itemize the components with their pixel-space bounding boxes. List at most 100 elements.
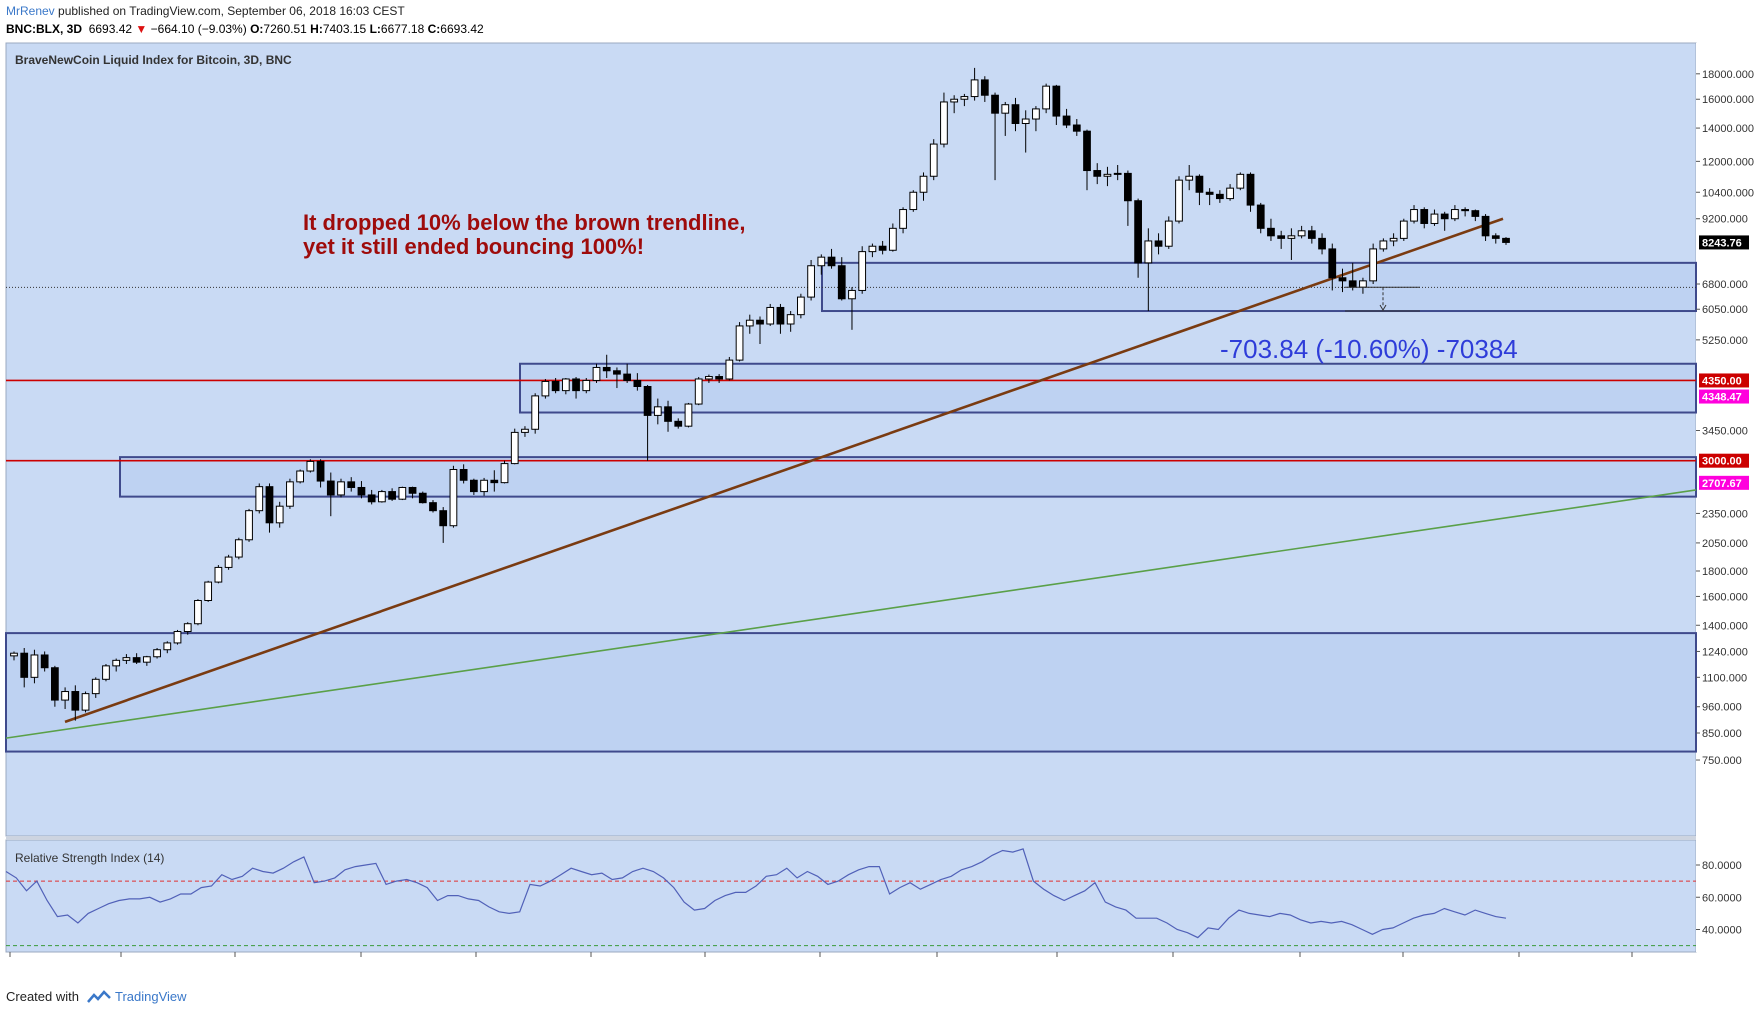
candle[interactable] [122,654,131,665]
candle[interactable] [827,248,836,269]
candle[interactable] [858,246,867,294]
candle[interactable] [388,488,396,501]
candle[interactable] [837,257,846,301]
candle[interactable] [1154,233,1163,255]
candle[interactable] [286,478,294,509]
candle[interactable] [541,378,550,399]
candle[interactable] [1001,101,1010,136]
candle[interactable] [551,377,560,394]
candle[interactable] [20,648,29,688]
candle[interactable] [1175,176,1183,224]
candle[interactable] [1420,207,1429,229]
candle[interactable] [173,629,182,645]
candle[interactable] [439,507,448,543]
candle[interactable] [1215,190,1224,203]
candle[interactable] [429,500,437,513]
candle[interactable] [398,486,407,501]
candle[interactable] [950,95,959,114]
candle[interactable] [1072,119,1081,136]
candle[interactable] [1389,233,1398,247]
candle[interactable] [1093,163,1102,185]
candle[interactable] [142,655,151,666]
candle[interactable] [480,477,488,496]
candle[interactable] [1307,225,1316,244]
candle[interactable] [1144,228,1153,312]
candle[interactable] [572,377,580,399]
candle[interactable] [1338,268,1347,293]
candle[interactable] [1471,209,1480,222]
candle[interactable] [326,472,335,517]
candle[interactable] [163,641,172,654]
candle[interactable] [1164,216,1173,249]
candle[interactable] [653,398,662,425]
green-trendline[interactable] [5,489,1697,739]
candle[interactable] [1042,83,1051,114]
candle[interactable] [183,622,192,635]
candle[interactable] [1021,110,1030,153]
candle[interactable] [1277,230,1286,249]
candle[interactable] [1124,170,1132,226]
candle[interactable] [347,477,356,492]
candle[interactable] [786,311,795,332]
candle[interactable] [1440,211,1449,231]
candle[interactable] [408,486,417,499]
candle[interactable] [91,677,100,698]
candle[interactable] [132,653,141,665]
candle[interactable] [674,418,683,429]
candle[interactable] [735,322,744,362]
candle[interactable] [469,478,478,495]
candle[interactable] [899,207,907,234]
candle[interactable] [776,303,785,334]
candle[interactable] [1011,97,1020,132]
candle[interactable] [316,459,325,488]
candle[interactable] [848,287,856,330]
candle[interactable] [255,483,264,514]
candle[interactable] [1379,238,1388,252]
rsi-line[interactable] [5,848,1507,939]
candle[interactable] [10,651,18,661]
candle[interactable] [521,426,529,437]
candle[interactable] [1267,218,1275,241]
candle[interactable] [1256,202,1265,234]
candle[interactable] [153,648,161,659]
candle[interactable] [1052,84,1061,126]
candle[interactable] [1481,214,1490,241]
candle[interactable] [459,464,468,484]
candle[interactable] [613,367,621,389]
candle[interactable] [582,377,591,394]
candle[interactable] [929,139,938,181]
candle[interactable] [265,483,274,533]
candle[interactable] [807,259,815,301]
candle[interactable] [81,691,90,713]
candle[interactable] [766,303,775,326]
candle[interactable] [1205,188,1214,206]
candle[interactable] [30,649,39,684]
candle[interactable] [919,172,928,201]
candle[interactable] [664,400,672,432]
candle[interactable] [418,491,427,504]
price-chart[interactable]: 750.000 850.000 960.000 1100.000 1240.000 140… [0,0,1758,960]
candle[interactable] [1083,129,1091,191]
candle[interactable] [1328,243,1337,291]
candle[interactable] [623,363,632,383]
candle[interactable] [561,377,570,395]
candle[interactable] [275,501,284,528]
candle[interactable] [643,384,652,461]
candle[interactable] [500,460,509,484]
candle[interactable] [1032,106,1040,132]
candle[interactable] [1113,164,1122,181]
candle[interactable] [1062,108,1071,129]
candle[interactable] [1410,205,1418,224]
candle[interactable] [970,67,979,101]
candle[interactable] [694,377,703,406]
candle[interactable] [102,664,110,682]
candle[interactable] [684,402,693,428]
candle[interactable] [745,314,754,334]
candle[interactable] [1236,172,1245,191]
candle[interactable] [602,354,611,378]
candle[interactable] [1195,174,1204,206]
candle[interactable] [531,393,540,434]
candle[interactable] [194,599,202,626]
candle[interactable] [378,489,386,503]
candle[interactable] [1491,233,1500,244]
